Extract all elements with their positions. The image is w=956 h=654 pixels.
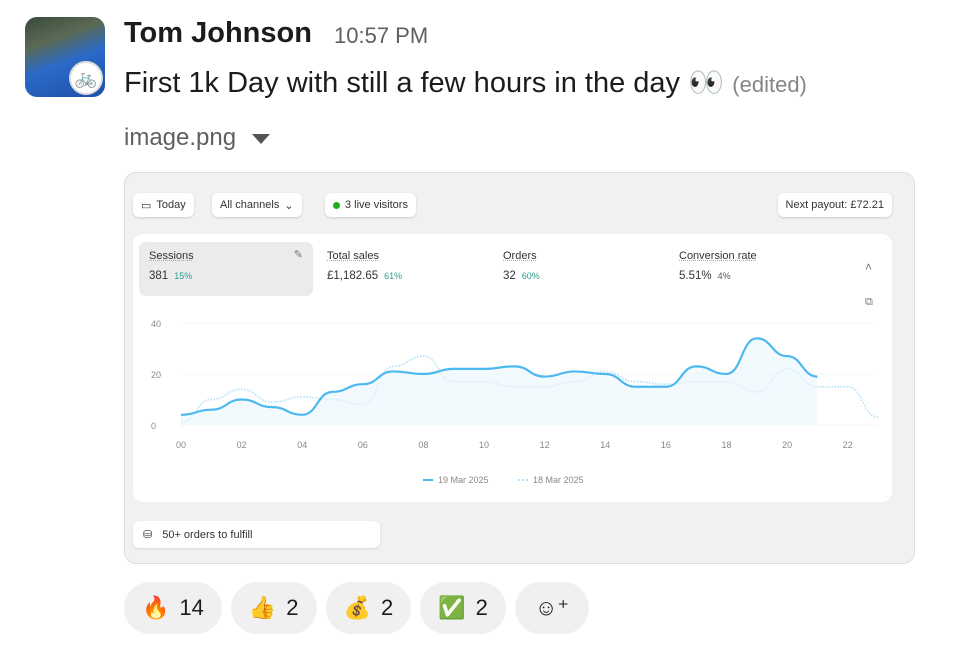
- x-tick-label: 10: [479, 440, 489, 450]
- x-tick-label: 04: [297, 440, 307, 450]
- edited-label: (edited): [732, 72, 807, 97]
- y-tick-label: 40: [151, 319, 161, 329]
- metric-conversion: Conversion rate 5.51% 4%: [669, 242, 767, 296]
- x-tick-label: 06: [358, 440, 368, 450]
- live-dot-icon: [333, 201, 340, 209]
- metric-value: £1,182.65: [327, 270, 379, 282]
- attachment-image[interactable]: ▭ Today All channels ⌄ 3 live visitors Nex…: [124, 172, 915, 564]
- metric-value: 5.51%: [679, 270, 712, 282]
- legend-label: 18 Mar 2025: [533, 475, 584, 485]
- message-body: First 1k Day with still a few hours in t…: [124, 67, 681, 99]
- caret-down-icon: [252, 133, 271, 144]
- date-filter: ▭ Today: [133, 193, 194, 217]
- metric-sessions: Sessions 381 15% ✎: [139, 242, 313, 296]
- metric-change: 4%: [717, 271, 731, 281]
- author-name[interactable]: Tom Johnson: [124, 17, 312, 49]
- date-label: Today: [156, 199, 186, 211]
- reaction-count: 2: [380, 595, 394, 620]
- y-tick-label: 0: [151, 421, 156, 431]
- metric-total-sales: Total sales £1,182.65 61%: [317, 242, 412, 296]
- reaction-count: 2: [286, 595, 299, 620]
- y-tick-label: 20: [151, 370, 161, 380]
- payout-label: Next payout: £72.21: [785, 199, 884, 211]
- x-tick-label: 02: [237, 440, 247, 450]
- chevron-down-icon: ⌄: [284, 199, 294, 212]
- x-tick-label: 00: [176, 440, 186, 450]
- fire-icon: 🔥: [142, 595, 170, 620]
- metric-value: 381: [149, 270, 169, 282]
- money-bag-icon: 💰: [343, 595, 371, 620]
- metrics-card: Sessions 381 15% ✎ Total sales £1,182.65 61% …: [133, 234, 892, 502]
- add-reaction-button[interactable]: ☺⁺: [514, 582, 589, 634]
- inbox-icon: ⛁: [143, 529, 153, 541]
- orders-to-fulfill: ⛁ 50+ orders to fulfill: [133, 521, 380, 548]
- next-payout: Next payout: £72.21: [777, 193, 892, 217]
- metric-label: Conversion rate: [679, 250, 757, 262]
- metric-label: Total sales: [327, 250, 379, 262]
- metric-orders: Orders 32 60%: [493, 242, 550, 296]
- legend-label: 19 Mar 2025: [438, 475, 489, 485]
- metric-change: 61%: [384, 271, 403, 281]
- x-tick-label: 20: [782, 440, 792, 450]
- chart-settings-icon: ⧉: [865, 296, 873, 308]
- avatar[interactable]: 🚲: [25, 17, 105, 97]
- x-tick-label: 12: [540, 440, 550, 450]
- reaction-fire[interactable]: 🔥 14: [124, 582, 222, 634]
- reactions-bar: 🔥 14 👍 2 💰 2 ✅ 2 ☺⁺: [124, 582, 589, 634]
- metric-change: 60%: [521, 271, 540, 281]
- x-tick-label: 18: [721, 440, 731, 450]
- calendar-icon: ▭: [141, 199, 152, 212]
- check-mark-icon: ✅: [438, 595, 466, 620]
- channels-filter: All channels ⌄: [212, 193, 302, 217]
- metric-label: Orders: [503, 250, 537, 262]
- live-label: 3 live visitors: [345, 199, 408, 211]
- pencil-icon: ✎: [293, 249, 303, 261]
- series-line: [180, 337, 818, 416]
- x-tick-label: 22: [843, 440, 853, 450]
- reaction-moneybag[interactable]: 💰 2: [325, 582, 412, 634]
- reaction-count: 2: [475, 595, 488, 620]
- eyes-emoji: 👀: [688, 67, 725, 99]
- timestamp[interactable]: 10:57 PM: [334, 23, 429, 48]
- live-visitors: 3 live visitors: [325, 193, 416, 217]
- series-area: [181, 338, 818, 425]
- chevron-up-icon: ˄: [865, 260, 873, 274]
- x-tick-label: 14: [600, 440, 610, 450]
- metric-label: Sessions: [149, 250, 194, 262]
- reaction-thumbsup[interactable]: 👍 2: [230, 582, 317, 634]
- metric-value: 32: [503, 270, 516, 282]
- tandem-bike-icon: 🚲: [69, 61, 103, 95]
- thumbs-up-icon: 👍: [248, 595, 277, 620]
- metric-change: 15%: [174, 271, 193, 281]
- reaction-count: 14: [179, 595, 204, 620]
- channels-label: All channels: [220, 199, 280, 211]
- add-emoji-icon: ☺⁺: [534, 595, 569, 620]
- x-tick-label: 16: [661, 440, 671, 450]
- attachment-toggle[interactable]: image.png: [124, 124, 271, 152]
- attachment-name: image.png: [124, 124, 237, 151]
- x-tick-label: 08: [418, 440, 428, 450]
- fulfill-label: 50+ orders to fulfill: [162, 528, 253, 541]
- message-text: First 1k Day with still a few hours in t…: [124, 66, 807, 100]
- sessions-chart: 0 20 40 00 02 04 06 08 10 12 14 16 18 20 22 19 Mar 2025…: [151, 319, 879, 485]
- reaction-check[interactable]: ✅ 2: [420, 582, 506, 634]
